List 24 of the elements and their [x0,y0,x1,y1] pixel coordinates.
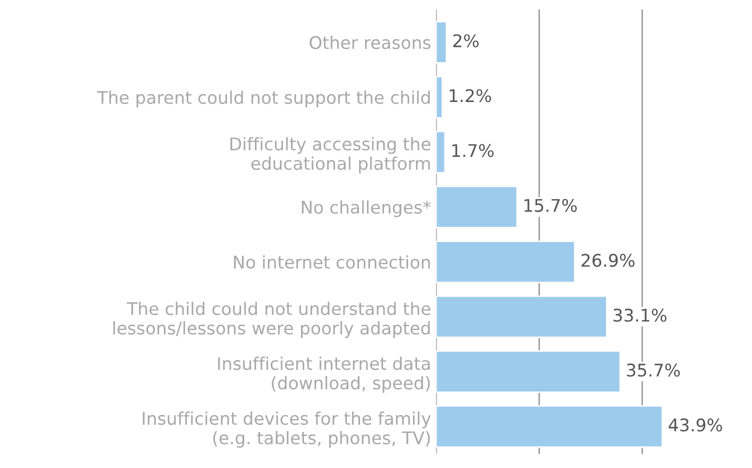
bar [436,76,444,118]
bar [436,405,664,448]
bar [436,21,448,64]
data-label: 26.9% [582,254,634,267]
data-label: 43.9% [668,418,722,432]
y-tick-label: Difficulty accessing the educational platform [230,137,430,174]
bar [436,186,518,228]
y-tick-label: Insufficient devices for the family (e.g. tablets, phones, TV) [142,412,431,448]
data-label: 15.7% [524,198,577,212]
data-label: 1.2% [450,89,492,102]
y-tick-label: No challenges* [302,200,431,218]
data-label: 35.7% [626,364,680,377]
bar [436,240,576,284]
y-tick-label: The child could not understand the lessons/lessons were poorly adapted [113,302,430,338]
y-tick-label: The parent could not support the child [97,90,430,108]
y-tick-label: Other reasons [310,36,430,50]
data-label: 1.7% [452,144,494,158]
bar [436,350,621,393]
data-label: 2% [453,34,479,48]
bar [436,130,446,174]
data-label: 33.1% [614,308,666,322]
bar [436,295,608,338]
y-tick-label: Insufficient internet data (download, speed) [218,356,430,393]
y-tick-label: No internet connection [234,255,430,269]
